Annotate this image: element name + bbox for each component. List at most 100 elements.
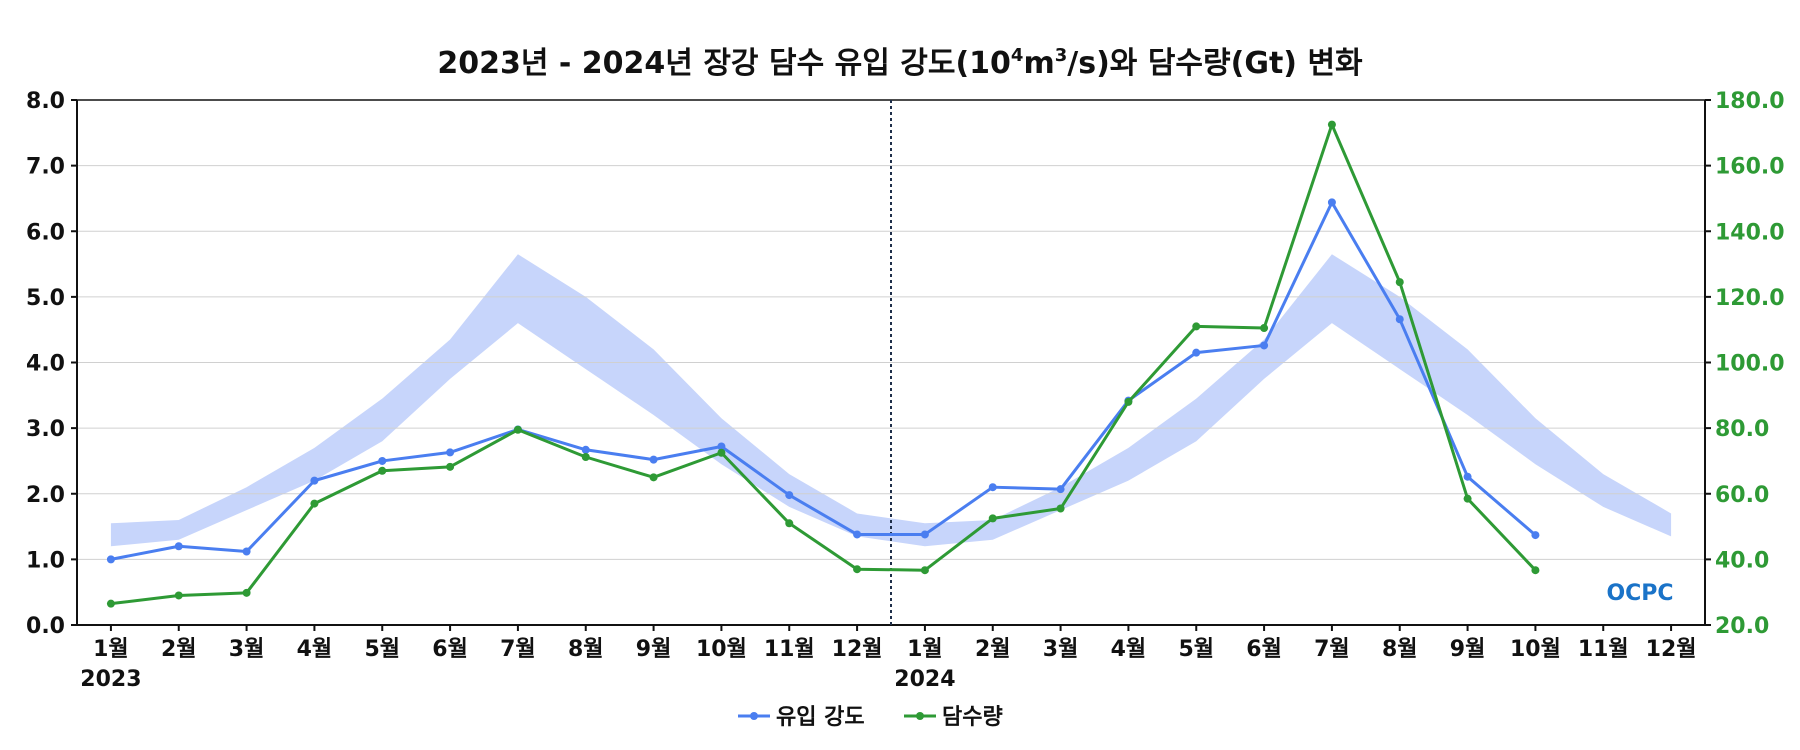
x-tick-label: 8월 [1382, 637, 1418, 662]
x-tick-label: 12월 [1646, 637, 1697, 662]
x-tick-label: 2월 [975, 637, 1011, 662]
data-point-유입 강도 [1531, 531, 1540, 540]
ocpc-logo: OCPC [1606, 581, 1673, 606]
data-point-유입 강도 [310, 476, 319, 485]
y-left-tick-label: 4.0 [26, 352, 65, 377]
y-left-tick-label: 2.0 [26, 483, 65, 508]
y-right-tick-label: 140.0 [1715, 220, 1785, 245]
data-point-담수량 [1395, 278, 1404, 287]
data-point-유입 강도 [853, 530, 862, 539]
x-tick-label: 3월 [1043, 637, 1079, 662]
x-tick-label: 5월 [1178, 637, 1214, 662]
legend: 유입 강도 담수량 [738, 705, 1003, 730]
legend-marker-유입 강도 [750, 712, 758, 720]
y-left-tick-label: 8.0 [26, 89, 65, 114]
data-point-담수량 [1260, 324, 1269, 333]
data-point-담수량 [1531, 566, 1540, 575]
legend-label-유입 강도: 유입 강도 [776, 705, 865, 730]
x-tick-label: 11월 [1578, 637, 1629, 662]
data-point-유입 강도 [446, 448, 455, 457]
data-point-담수량 [1327, 120, 1336, 129]
x-tick-label: 4월 [297, 637, 333, 662]
x-tick-label: 9월 [636, 637, 672, 662]
data-point-유입 강도 [581, 445, 590, 454]
data-point-담수량 [920, 566, 929, 575]
y-left-tick-label: 0.0 [26, 614, 65, 639]
data-point-담수량 [853, 565, 862, 574]
data-point-유입 강도 [1260, 341, 1269, 350]
x-tick-label: 8월 [568, 637, 604, 662]
legend-marker-담수량 [916, 712, 924, 720]
ocpc-logo-text: OCPC [1606, 581, 1673, 606]
data-point-담수량 [717, 448, 726, 457]
y-right-tick-label: 120.0 [1715, 286, 1785, 311]
data-point-담수량 [310, 499, 319, 508]
data-point-담수량 [513, 425, 522, 434]
data-point-담수량 [1124, 397, 1133, 406]
data-point-유입 강도 [1192, 348, 1201, 357]
data-point-담수량 [174, 591, 183, 600]
data-point-담수량 [1056, 504, 1065, 513]
x-tick-label: 10월 [696, 637, 747, 662]
axes-layer [71, 99, 1711, 631]
climatology-band [110, 254, 1672, 547]
x-tick-label: 6월 [432, 637, 468, 662]
data-point-담수량 [581, 453, 590, 461]
data-point-유입 강도 [785, 491, 794, 500]
chart-title: 2023년 - 2024년 장강 담수 유입 강도(104m3/s)와 담수량(… [437, 45, 1363, 81]
data-point-유입 강도 [106, 555, 115, 564]
data-point-담수량 [106, 599, 115, 608]
y-right-tick-label: 80.0 [1715, 417, 1769, 442]
y-right-tick-label: 160.0 [1715, 155, 1785, 180]
climatology-band-layer [110, 254, 1672, 547]
chart-title-exp2: 3 [1055, 45, 1068, 66]
x-tick-label: 11월 [764, 637, 815, 662]
legend-label-담수량: 담수량 [942, 705, 1003, 730]
y-left-tick-label: 7.0 [26, 155, 65, 180]
y-left-tick-label: 3.0 [26, 417, 65, 442]
x-tick-label: 10월 [1510, 637, 1561, 662]
data-point-유입 강도 [242, 547, 251, 556]
series-line-담수량 [110, 123, 1537, 606]
y-right-tick-label: 40.0 [1715, 548, 1769, 573]
x-tick-label: 1월 [907, 637, 943, 662]
y-right-tick-label: 60.0 [1715, 483, 1769, 508]
data-point-담수량 [785, 519, 794, 528]
data-point-유입 강도 [649, 455, 658, 464]
x-tick-label: 2월 [161, 637, 197, 662]
x-tick-label: 1월 [93, 637, 129, 662]
data-point-유입 강도 [378, 456, 387, 465]
x-tick-label: 7월 [1314, 637, 1350, 662]
data-point-담수량 [378, 466, 387, 475]
data-point-담수량 [242, 588, 251, 597]
chart-title-exp1: 4 [1011, 45, 1024, 66]
y-right-tick-label: 20.0 [1715, 614, 1769, 639]
data-point-유입 강도 [920, 530, 929, 539]
data-point-유입 강도 [988, 483, 997, 492]
chart-title-mid: m [1023, 46, 1054, 81]
data-point-담수량 [988, 514, 997, 523]
tick-labels-layer: 0.0 1.0 2.0 3.0 4.0 5.0 6.0 7.0 8.0 20.0 40.0 60.0 8… [26, 89, 1785, 692]
year-label-2024: 2024 [894, 667, 955, 692]
x-tick-label: 12월 [832, 637, 883, 662]
data-point-담수량 [1463, 494, 1472, 503]
year-label-2023: 2023 [80, 667, 141, 692]
x-tick-label: 5월 [364, 637, 400, 662]
x-tick-label: 6월 [1246, 637, 1282, 662]
data-point-유입 강도 [1395, 315, 1404, 324]
data-point-유입 강도 [1327, 198, 1336, 207]
y-left-tick-label: 5.0 [26, 286, 65, 311]
y-left-tick-label: 6.0 [26, 220, 65, 245]
data-point-담수량 [649, 473, 658, 482]
data-point-담수량 [1192, 322, 1201, 331]
y-right-tick-label: 180.0 [1715, 89, 1785, 114]
chart-title-end: /s)와 담수량(Gt) 변화 [1067, 46, 1363, 81]
y-right-tick-label: 100.0 [1715, 352, 1785, 377]
data-point-유입 강도 [717, 442, 726, 451]
series-line-유입 강도 [110, 200, 1537, 561]
x-tick-label: 7월 [500, 637, 536, 662]
data-point-유입 강도 [1056, 485, 1065, 494]
x-tick-label: 4월 [1111, 637, 1147, 662]
data-point-유입 강도 [1463, 472, 1472, 481]
